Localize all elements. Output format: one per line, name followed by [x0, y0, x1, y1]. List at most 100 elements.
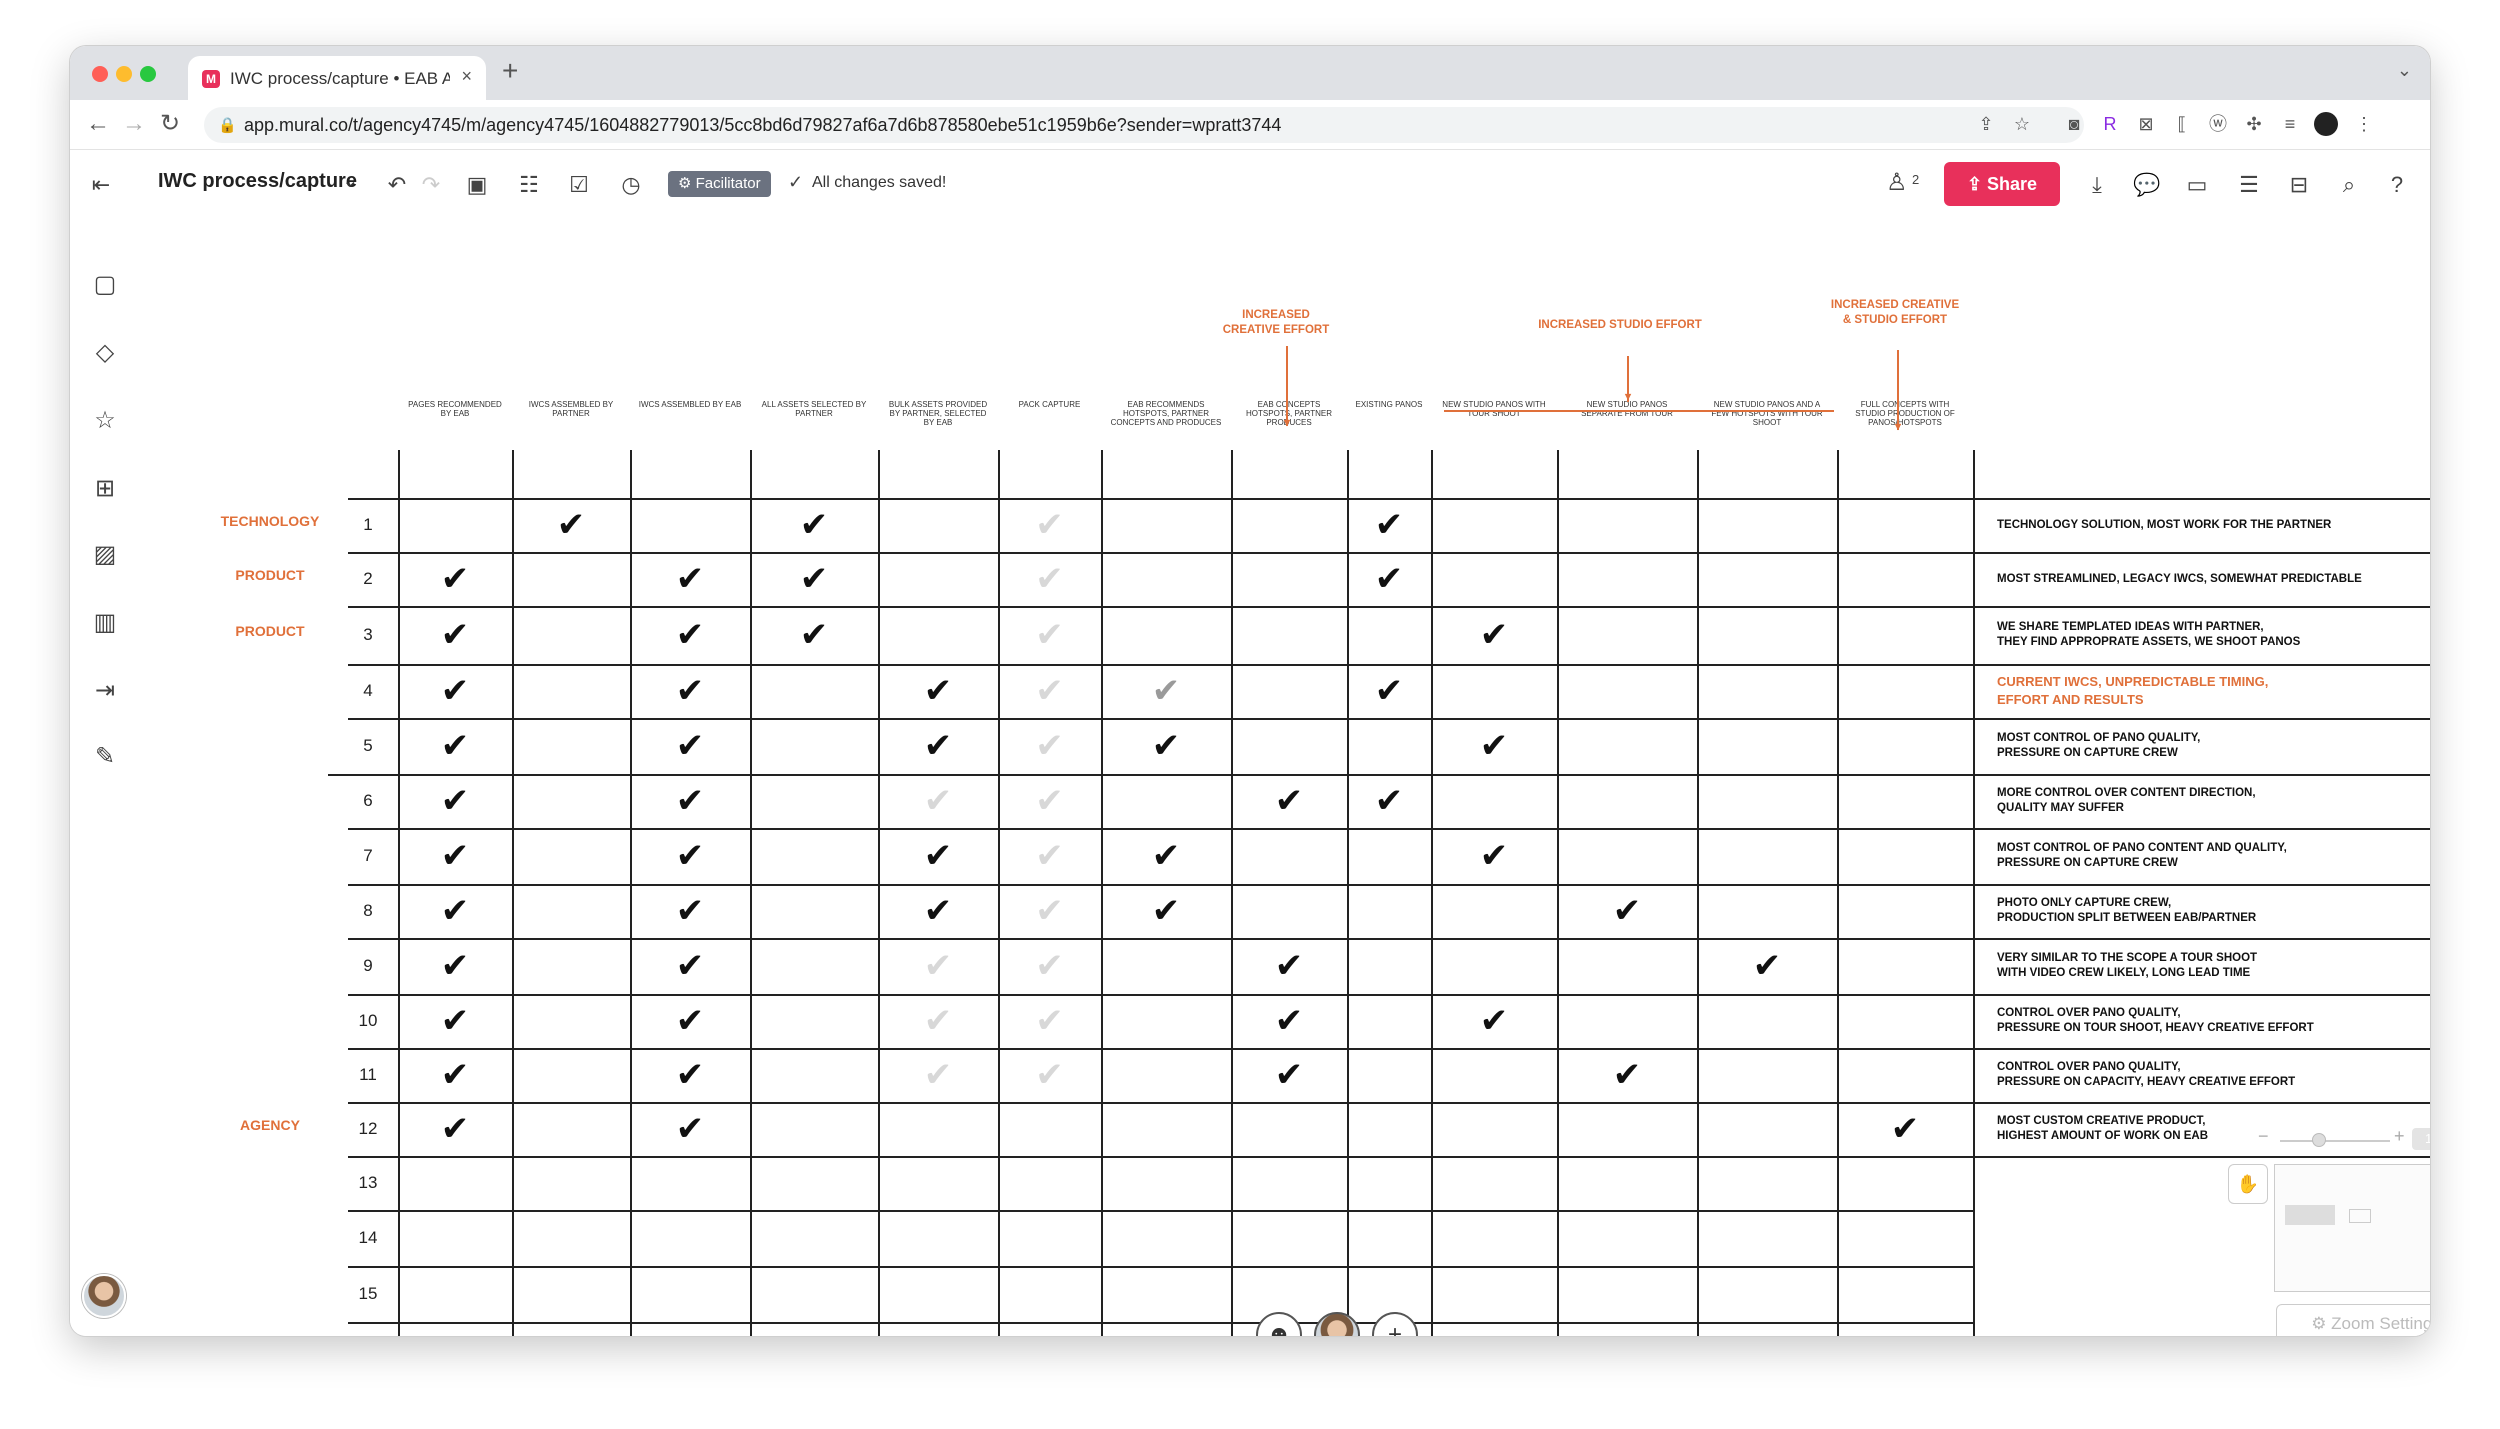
- column-header: PAGES RECOMMENDED BY EAB: [408, 400, 502, 418]
- row-description: CONTROL OVER PANO QUALITY, PRESSURE ON TO…: [1997, 1006, 2417, 1036]
- address-bar: ← → ↻ 🔒 app.mural.co/t/agency4745/m/agen…: [70, 100, 2430, 150]
- row-category: PRODUCT: [235, 623, 305, 639]
- row-description: TECHNOLOGY SOLUTION, MOST WORK FOR THE P…: [1997, 518, 2417, 533]
- row-description-line: TECHNOLOGY SOLUTION, MOST WORK FOR THE P…: [1997, 518, 2332, 531]
- zoom-level[interactable]: 13%: [2412, 1128, 2430, 1150]
- chat-icon[interactable]: 💬: [2133, 172, 2161, 197]
- forward-arrow-icon[interactable]: →: [122, 110, 146, 137]
- frameworks-icon[interactable]: ⊞: [94, 475, 116, 502]
- row-divider: [348, 552, 2430, 554]
- outline-list-icon[interactable]: ⊟: [2289, 172, 2309, 197]
- pencil-icon[interactable]: ✎: [94, 743, 116, 770]
- mural-toolbar: ⇤ IWC process/capture ⌄ ↶ ↷ ▣ ☷ ☑ ◷ ⚙ Fa…: [70, 150, 2430, 220]
- voting-icon[interactable]: ☑: [569, 172, 589, 197]
- star-icon[interactable]: ☆: [94, 407, 116, 434]
- lock-icon[interactable]: 🔒: [218, 117, 237, 134]
- check-icon: ✔: [675, 836, 705, 876]
- sticky-note-icon[interactable]: ▢: [93, 271, 117, 298]
- chevron-down-icon[interactable]: ⌄: [342, 170, 359, 192]
- column-divider: [630, 450, 632, 1336]
- check-icon: ✔: [923, 946, 953, 986]
- check-icon: ✔: [1612, 891, 1642, 931]
- row-divider: [348, 884, 2430, 886]
- row-description-line: CURRENT IWCS, UNPREDICTABLE TIMING,: [1997, 674, 2269, 689]
- row-number: 7: [363, 846, 373, 865]
- puzzle-extension-icon[interactable]: ✣: [2246, 114, 2262, 134]
- bracket-extension-icon[interactable]: ⟦: [2177, 114, 2187, 134]
- column-header: PACK CAPTURE: [1018, 400, 1081, 409]
- share-button[interactable]: ⇪ Share: [1944, 162, 2060, 206]
- comments-icon[interactable]: ▭: [2186, 172, 2208, 197]
- undo-icon[interactable]: ↶: [387, 172, 407, 197]
- import-icon[interactable]: ⇥: [94, 677, 116, 704]
- row-number: 5: [363, 736, 373, 755]
- row-divider: [348, 1322, 1973, 1324]
- timer-icon[interactable]: ◷: [621, 172, 641, 197]
- facilitator-badge[interactable]: ⚙ Facilitator: [668, 171, 771, 197]
- tab-close-icon[interactable]: ×: [461, 66, 472, 86]
- exit-board-icon[interactable]: ⇤: [91, 172, 111, 197]
- tab-active[interactable]: M IWC process/capture • EAB Ag ×: [188, 56, 486, 100]
- row-number: 4: [363, 681, 373, 700]
- row-description-line: PRESSURE ON CAPTURE CREW: [1997, 857, 2178, 869]
- row-description: MOST CONTROL OF PANO CONTENT AND QUALITY…: [1997, 841, 2417, 871]
- help-icon[interactable]: ?: [2390, 172, 2404, 197]
- row-description-line: PRODUCTION SPLIT BETWEEN EAB/PARTNER: [1997, 912, 2257, 924]
- row-divider: [348, 1156, 2430, 1158]
- check-icon: ✔: [1374, 781, 1404, 821]
- image-icon[interactable]: ▨: [93, 541, 117, 568]
- w-extension-icon[interactable]: ⓦ: [2209, 114, 2227, 134]
- check-icon: ✔: [1890, 1109, 1920, 1149]
- maximize-window-button[interactable]: [140, 66, 156, 82]
- mural-canvas[interactable]: PAGES RECOMMENDED BY EAB IWCS ASSEMBLED B…: [140, 220, 2430, 1336]
- tab-search-chevron-icon[interactable]: ⌄: [2396, 60, 2412, 80]
- profile-avatar-icon[interactable]: [2314, 112, 2338, 136]
- zoom-out-button[interactable]: −: [2258, 1126, 2269, 1146]
- browser-menu-icon[interactable]: ⋮: [2355, 114, 2373, 134]
- check-icon: ✔: [1479, 836, 1509, 876]
- shapes-icon[interactable]: ◇: [95, 339, 115, 366]
- templates-icon[interactable]: ▥: [93, 609, 117, 636]
- back-arrow-icon[interactable]: ←: [86, 110, 110, 137]
- export-icon[interactable]: ⤓: [2092, 172, 2102, 197]
- zoom-in-button[interactable]: +: [2394, 1126, 2405, 1146]
- new-tab-button[interactable]: +: [502, 55, 519, 86]
- row-divider: [348, 1102, 2430, 1104]
- search-icon[interactable]: ⌕: [2342, 172, 2356, 197]
- x-extension-icon[interactable]: ⊠: [2138, 114, 2154, 134]
- minimize-window-button[interactable]: [116, 66, 132, 82]
- zoom-slider[interactable]: [2280, 1140, 2390, 1142]
- camera-extension-icon[interactable]: ◙: [2068, 114, 2080, 134]
- reading-list-icon[interactable]: ≡: [2284, 114, 2296, 134]
- zoom-settings-button[interactable]: ⚙ Zoom Settings: [2276, 1304, 2430, 1336]
- activity-icon[interactable]: ☰: [2239, 172, 2259, 197]
- summon-icon[interactable]: ☷: [519, 172, 539, 197]
- check-icon: ✔: [1035, 891, 1064, 931]
- outline-icon[interactable]: ▣: [466, 172, 488, 197]
- url-field[interactable]: 🔒 app.mural.co/t/agency4745/m/agency4745…: [204, 107, 2084, 143]
- close-window-button[interactable]: [92, 66, 108, 82]
- r-extension-icon[interactable]: R: [2103, 114, 2117, 134]
- bookmark-star-icon[interactable]: ☆: [2013, 114, 2031, 134]
- collaborators-icon[interactable]: ♙: [1886, 169, 1908, 196]
- board-title[interactable]: IWC process/capture: [158, 170, 357, 192]
- hand-tool-icon[interactable]: ✋: [2228, 1164, 2268, 1204]
- check-icon: ✔: [1612, 1055, 1642, 1095]
- avatar[interactable]: [82, 1274, 126, 1318]
- share-page-icon[interactable]: ⇪: [1978, 114, 1994, 134]
- url-text[interactable]: app.mural.co/t/agency4745/m/agency4745/1…: [244, 115, 1282, 135]
- minimap[interactable]: [2274, 1164, 2430, 1292]
- row-description: MOST CONTROL OF PANO QUALITY, PRESSURE ON…: [1997, 731, 2417, 761]
- check-icon: ✔: [675, 946, 705, 986]
- redo-icon[interactable]: ↷: [421, 172, 441, 197]
- check-icon: ✔: [675, 1055, 705, 1095]
- reload-icon[interactable]: ↻: [160, 110, 181, 137]
- column-header: IWCS ASSEMBLED BY PARTNER: [528, 400, 614, 418]
- check-icon: ✔: [675, 615, 705, 655]
- zoom-slider-handle[interactable]: [2312, 1133, 2326, 1147]
- row-description: CONTROL OVER PANO QUALITY, PRESSURE ON CA…: [1997, 1060, 2417, 1090]
- row-number: 13: [358, 1173, 378, 1192]
- check-icon: ✔: [1374, 671, 1404, 711]
- row-description-line: VERY SIMILAR TO THE SCOPE A TOUR SHOOT: [1997, 952, 2258, 964]
- browser-window: M IWC process/capture • EAB Ag × + ⌄ ← →…: [70, 46, 2430, 1336]
